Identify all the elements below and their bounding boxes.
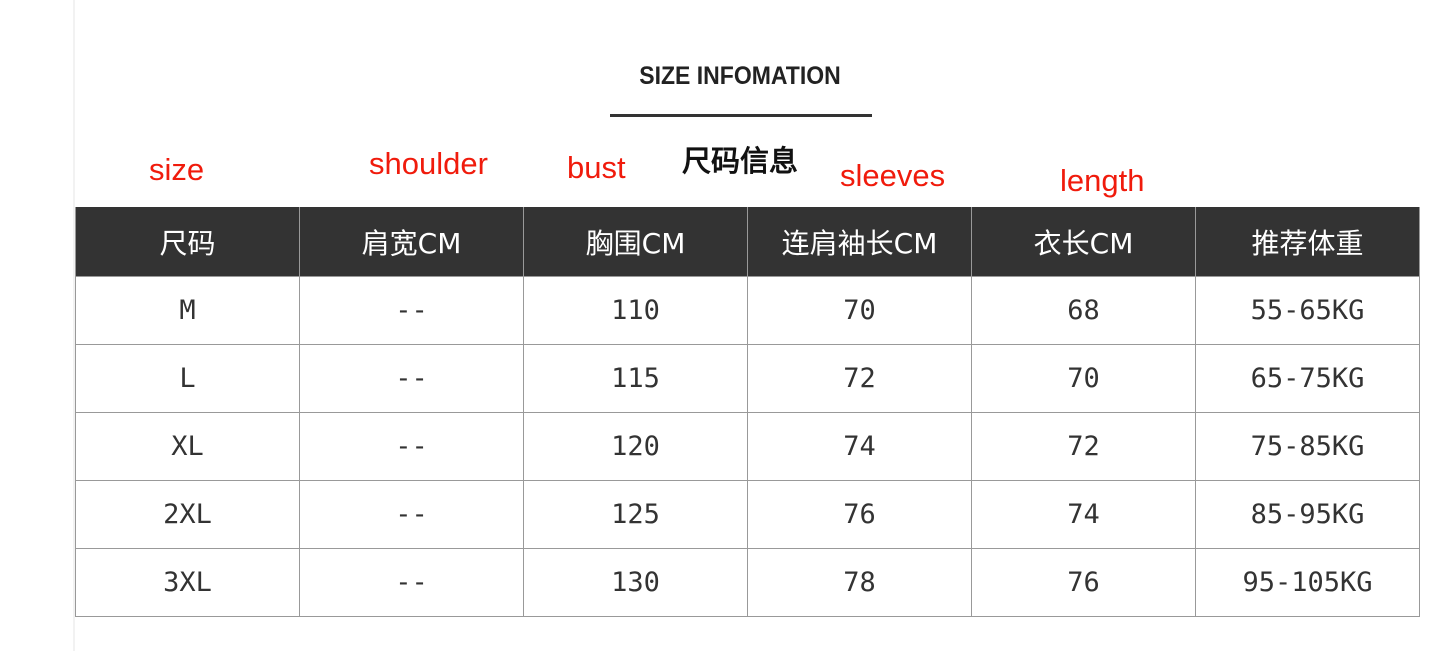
table-row: 2XL -- 125 76 74 85-95KG bbox=[75, 480, 1420, 549]
page-border bbox=[73, 0, 75, 651]
cell-size: M bbox=[75, 276, 300, 345]
cell-size: 3XL bbox=[75, 548, 300, 617]
table-row: L -- 115 72 70 65-75KG bbox=[75, 344, 1420, 413]
cell-size: L bbox=[75, 344, 300, 413]
cell-sleeve: 70 bbox=[747, 276, 972, 345]
cell-size: XL bbox=[75, 412, 300, 481]
cell-weight: 85-95KG bbox=[1195, 480, 1420, 549]
cell-length: 70 bbox=[971, 344, 1196, 413]
cell-bust: 110 bbox=[523, 276, 748, 345]
table-row: 3XL -- 130 78 76 95-105KG bbox=[75, 548, 1420, 617]
cell-sleeve: 78 bbox=[747, 548, 972, 617]
cell-shoulder: -- bbox=[299, 480, 524, 549]
page-title: SIZE INFOMATION bbox=[639, 62, 841, 90]
header-sleeve: 连肩袖长CM bbox=[747, 207, 972, 277]
cell-length: 76 bbox=[971, 548, 1196, 617]
cell-sleeve: 76 bbox=[747, 480, 972, 549]
annotation-bust: bust bbox=[567, 150, 626, 185]
cell-weight: 75-85KG bbox=[1195, 412, 1420, 481]
header-weight: 推荐体重 bbox=[1195, 207, 1420, 277]
annotation-shoulder: shoulder bbox=[369, 146, 488, 181]
cell-weight: 65-75KG bbox=[1195, 344, 1420, 413]
table-row: XL -- 120 74 72 75-85KG bbox=[75, 412, 1420, 481]
cell-sleeve: 72 bbox=[747, 344, 972, 413]
cell-length: 68 bbox=[971, 276, 1196, 345]
cell-bust: 130 bbox=[523, 548, 748, 617]
table-row: M -- 110 70 68 55-65KG bbox=[75, 276, 1420, 345]
header-bust: 胸围CM bbox=[523, 207, 748, 277]
header-shoulder: 肩宽CM bbox=[299, 207, 524, 277]
annotation-sleeves: sleeves bbox=[840, 158, 946, 193]
cell-bust: 115 bbox=[523, 344, 748, 413]
table-header-row: 尺码 肩宽CM 胸围CM 连肩袖长CM 衣长CM 推荐体重 bbox=[75, 207, 1420, 277]
cell-bust: 120 bbox=[523, 412, 748, 481]
title-divider bbox=[610, 114, 872, 117]
cell-size: 2XL bbox=[75, 480, 300, 549]
header-size: 尺码 bbox=[75, 207, 300, 277]
cell-length: 72 bbox=[971, 412, 1196, 481]
annotation-length: length bbox=[1060, 163, 1145, 198]
cell-shoulder: -- bbox=[299, 344, 524, 413]
cell-shoulder: -- bbox=[299, 276, 524, 345]
cell-shoulder: -- bbox=[299, 548, 524, 617]
cell-weight: 95-105KG bbox=[1195, 548, 1420, 617]
cell-shoulder: -- bbox=[299, 412, 524, 481]
cell-weight: 55-65KG bbox=[1195, 276, 1420, 345]
cell-length: 74 bbox=[971, 480, 1196, 549]
annotation-size: size bbox=[149, 152, 205, 187]
page-subtitle: 尺码信息 bbox=[681, 144, 798, 178]
cell-bust: 125 bbox=[523, 480, 748, 549]
size-table: 尺码 肩宽CM 胸围CM 连肩袖长CM 衣长CM 推荐体重 M -- 110 70 68… bbox=[75, 207, 1420, 617]
cell-sleeve: 74 bbox=[747, 412, 972, 481]
header-length: 衣长CM bbox=[971, 207, 1196, 277]
